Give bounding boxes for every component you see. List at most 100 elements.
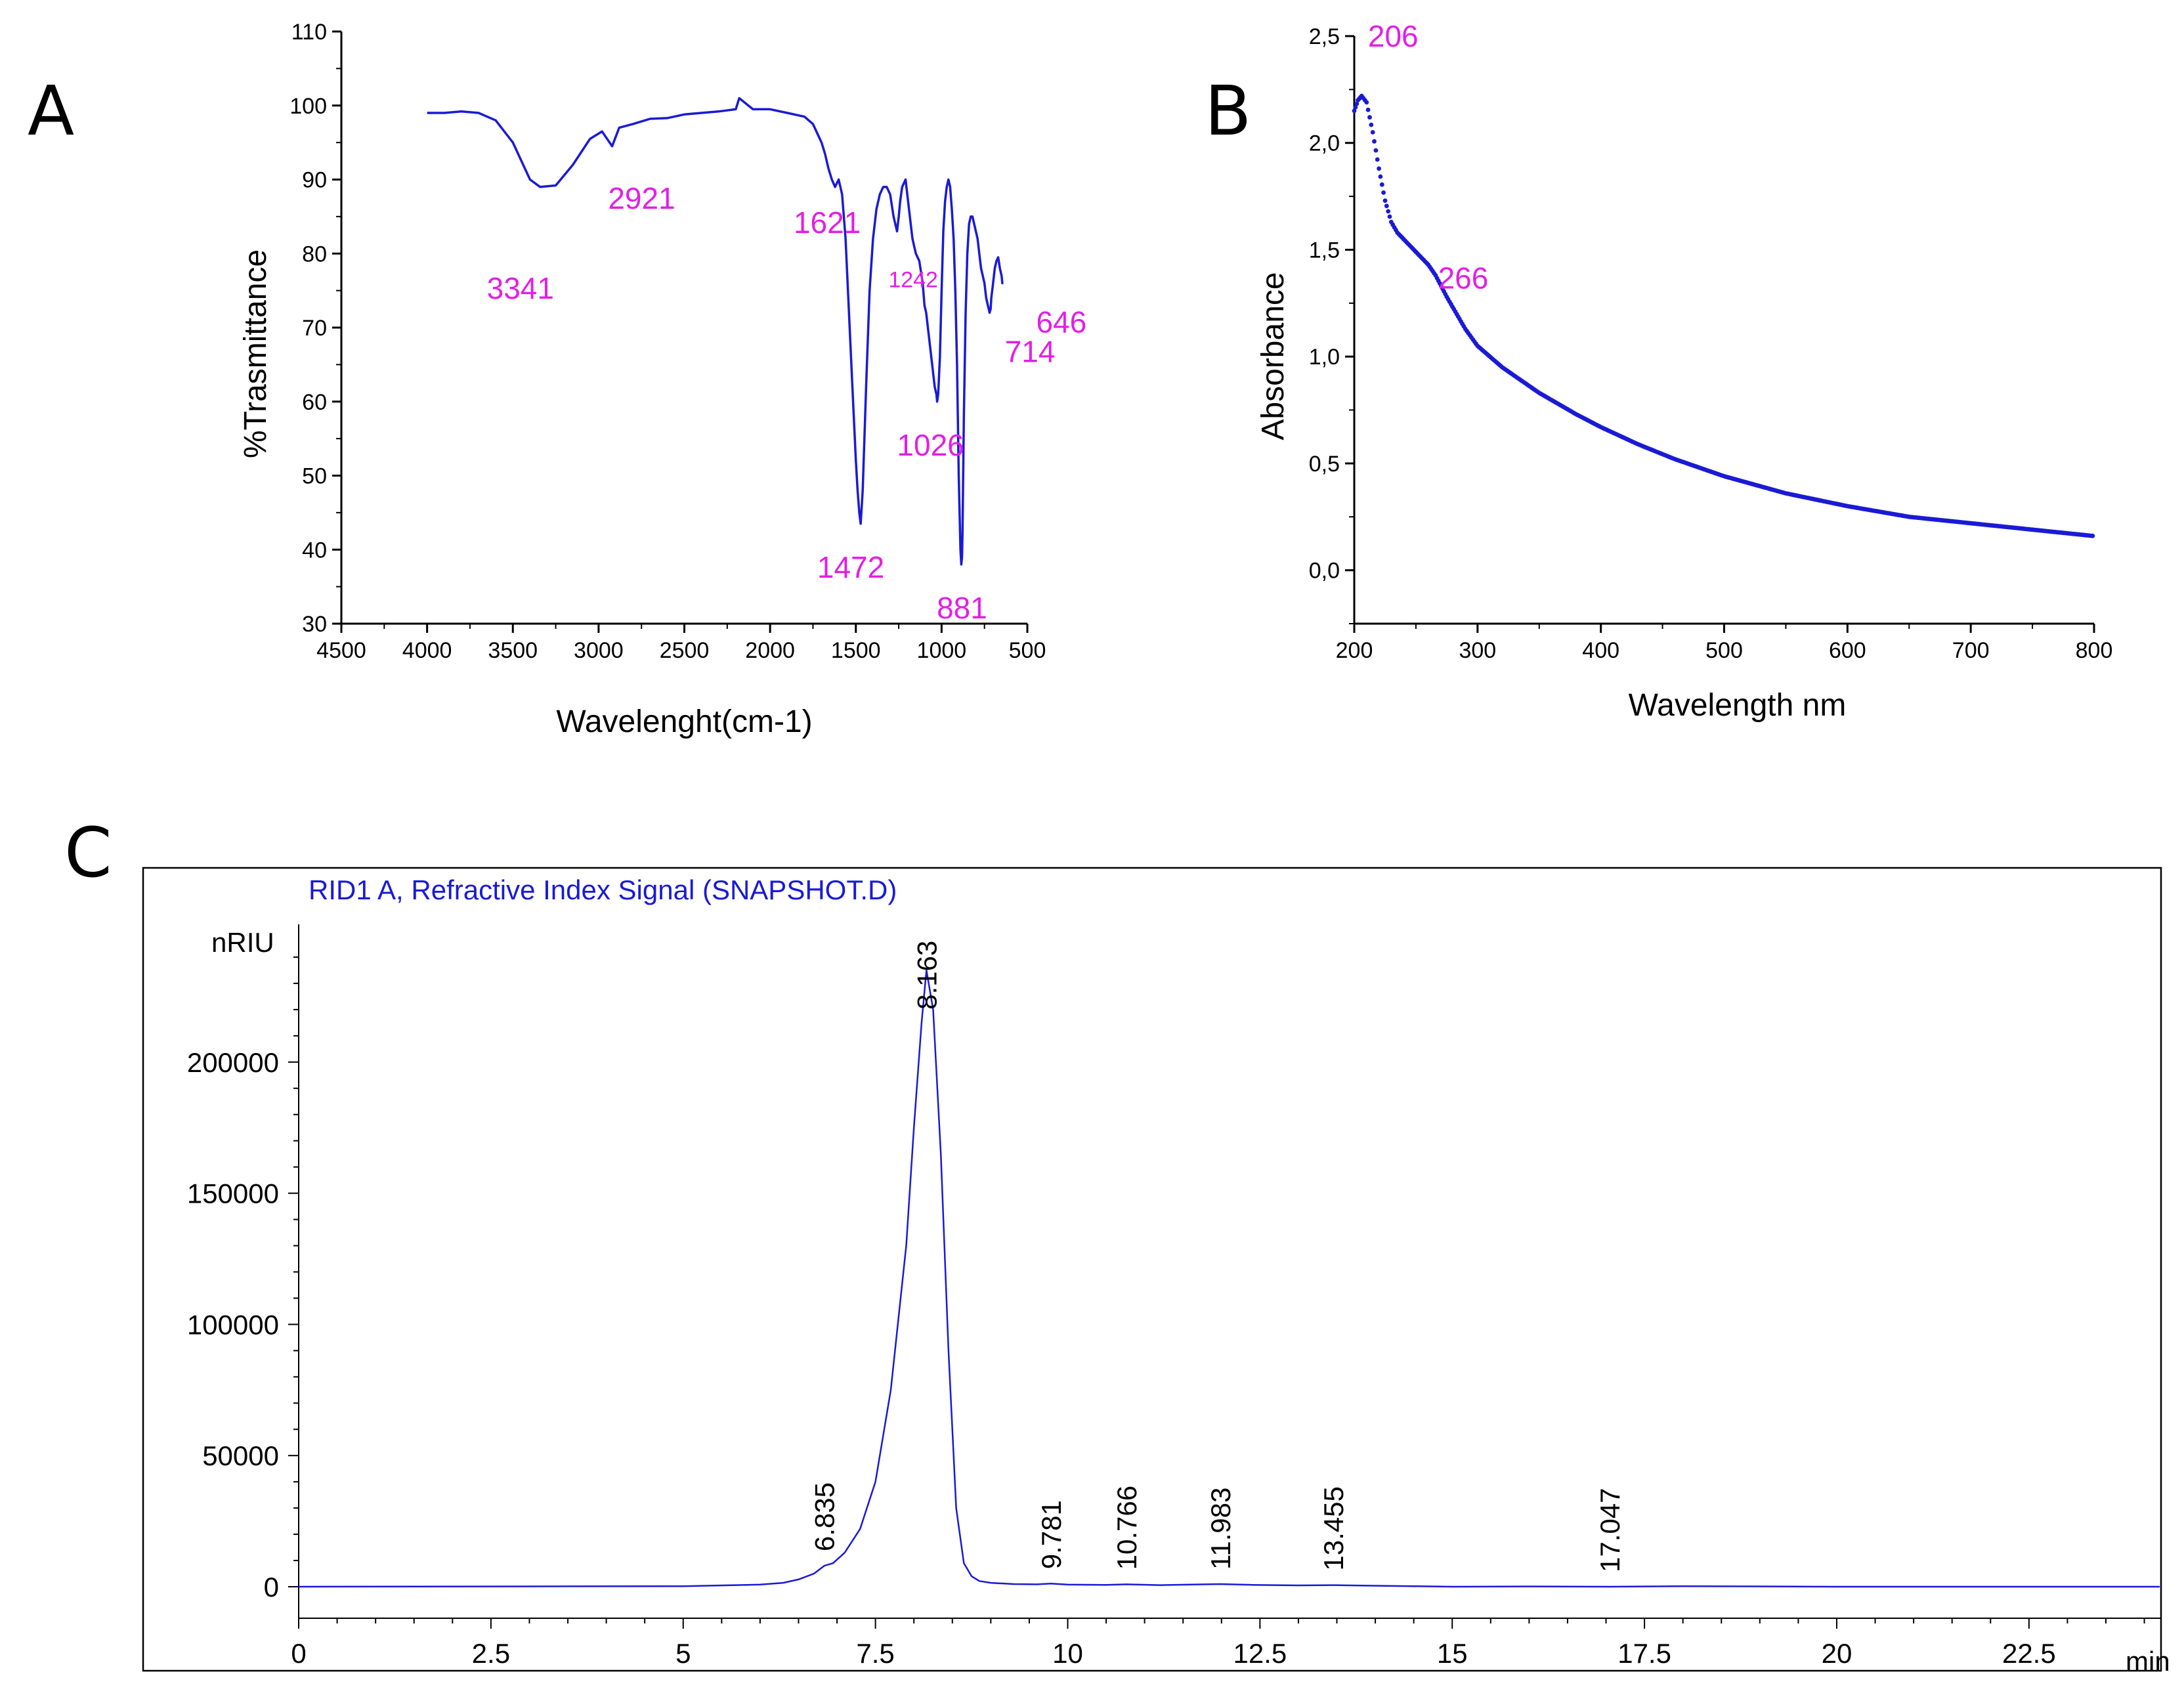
x-tick-label-c: 2.5 — [472, 1638, 510, 1669]
y-tick-label-a: 70 — [302, 316, 327, 341]
x-axis-title-b: Wavelength nm — [1629, 688, 1847, 723]
x-tick-label-b: 700 — [1952, 638, 1990, 663]
y-tick-label-b: 2,0 — [1309, 131, 1340, 156]
uv-vis-point — [1365, 107, 1371, 112]
uv-vis-point — [1386, 209, 1391, 214]
retention-time-label-13-455: 13.455 — [1318, 1486, 1349, 1570]
retention-time-label-6-835: 6.835 — [809, 1482, 840, 1551]
ftir-spectrum-line — [427, 97, 1004, 566]
peak-label-a-714: 714 — [1005, 334, 1056, 368]
retention-time-label-17-047: 17.047 — [1595, 1488, 1625, 1572]
uv-vis-point — [2090, 533, 2095, 538]
uv-vis-point — [1382, 198, 1388, 203]
uv-vis-point — [1384, 204, 1389, 209]
y-tick-label-a: 80 — [302, 242, 327, 267]
peak-label-a-1621: 1621 — [794, 205, 861, 240]
x-tick-label-c: 0 — [291, 1638, 306, 1669]
x-tick-label-a: 3500 — [488, 638, 538, 663]
y-axis-unit-c: nRIU — [211, 927, 274, 958]
uv-vis-point — [1373, 148, 1379, 153]
x-tick-label-a: 4500 — [316, 638, 366, 663]
uv-vis-point — [1370, 130, 1375, 135]
x-tick-label-b: 600 — [1829, 638, 1866, 663]
x-tick-label-c: 15 — [1437, 1638, 1468, 1669]
x-tick-label-b: 500 — [1705, 638, 1743, 663]
x-tick-label-a: 2500 — [660, 638, 710, 663]
y-tick-label-b: 0,0 — [1309, 559, 1340, 584]
y-tick-label-c: 150000 — [187, 1178, 279, 1209]
y-tick-label-a: 40 — [302, 538, 327, 563]
x-tick-label-a: 3000 — [574, 638, 624, 663]
x-tick-label-b: 800 — [2076, 638, 2113, 663]
x-tick-label-a: 1000 — [917, 638, 967, 663]
x-tick-label-c: 22.5 — [2002, 1638, 2056, 1669]
x-tick-label-a: 500 — [1009, 638, 1046, 663]
y-tick-label-a: 60 — [302, 390, 327, 415]
uv-vis-point — [1381, 190, 1386, 195]
retention-time-label-9-781: 9.781 — [1036, 1500, 1067, 1569]
x-tick-label-a: 1500 — [831, 638, 881, 663]
y-tick-label-b: 0,5 — [1309, 452, 1340, 477]
y-tick-label-a: 90 — [302, 168, 327, 193]
y-tick-label-c: 50000 — [202, 1440, 279, 1471]
uv-vis-point — [1353, 105, 1358, 110]
y-tick-label-a: 50 — [302, 464, 327, 489]
peak-label-b-206: 206 — [1368, 19, 1419, 53]
x-axis-title-a: Wavelenght(cm-1) — [556, 704, 812, 739]
uv-vis-point — [1372, 139, 1377, 144]
x-tick-label-c: 5 — [675, 1638, 691, 1669]
x-tick-label-c: 10 — [1052, 1638, 1083, 1669]
x-tick-label-b: 400 — [1582, 638, 1619, 663]
panel-c: C RID1 A, Refractive Index Signal (SNAPSH… — [64, 813, 2170, 1677]
peak-label-b-266: 266 — [1438, 261, 1489, 295]
panel-letter-a: A — [28, 71, 74, 151]
peak-label-a-2921: 2921 — [608, 181, 675, 215]
uv-vis-point — [1387, 214, 1392, 219]
peak-label-a-1242: 1242 — [888, 267, 938, 292]
retention-time-label-10-766: 10.766 — [1111, 1486, 1142, 1570]
y-tick-label-b: 1,5 — [1309, 238, 1340, 263]
panel-letter-c: C — [64, 813, 112, 893]
panel-a: A 4500 4000 3500 3000 2500 2000 1500 1000 500 30 40… — [28, 20, 1086, 739]
x-tick-label-b: 300 — [1459, 638, 1496, 663]
x-tick-label-c: 17.5 — [1617, 1638, 1671, 1669]
uv-vis-point — [1375, 157, 1380, 162]
retention-time-label-8-163: 8.163 — [911, 941, 942, 1010]
x-tick-label-a: 2000 — [745, 638, 795, 663]
uv-vis-point — [1379, 182, 1384, 187]
peak-label-a-646: 646 — [1036, 305, 1086, 339]
uv-vis-point — [1378, 174, 1383, 179]
y-tick-label-a: 30 — [302, 612, 327, 637]
x-tick-label-c: 7.5 — [856, 1638, 894, 1669]
uv-vis-point — [1367, 115, 1372, 120]
retention-time-label-11-983: 11.983 — [1205, 1488, 1236, 1570]
panel-letter-b: B — [1205, 71, 1251, 151]
rid-signal-line — [298, 969, 2160, 1588]
x-tick-label-c: 20 — [1822, 1638, 1852, 1669]
chromatogram-frame — [142, 867, 2162, 1672]
peak-label-a-1026: 1026 — [897, 428, 964, 462]
x-tick-label-c: 12.5 — [1233, 1638, 1287, 1669]
y-tick-label-b: 2,5 — [1309, 24, 1340, 49]
uv-vis-curve — [1352, 93, 2095, 538]
panel-b: B 200 300 400 500 600 700 800 0,0 0,5 1,0 1,5 2,0 2,5… — [1205, 19, 2112, 723]
y-tick-label-c: 100000 — [187, 1309, 279, 1340]
peak-label-a-1472: 1472 — [817, 550, 884, 584]
y-axis-title-b: Absorbance — [1256, 272, 1291, 440]
y-axis-title-a: %Trasmittance — [238, 249, 273, 458]
x-tick-label-b: 200 — [1336, 638, 1373, 663]
y-tick-label-c: 0 — [264, 1572, 279, 1602]
y-tick-label-a: 100 — [289, 94, 327, 119]
x-axis-unit-c: min — [2126, 1646, 2170, 1677]
y-tick-label-b: 1,0 — [1309, 345, 1340, 370]
chromatogram-title: RID1 A, Refractive Index Signal (SNAPSHO… — [309, 874, 897, 905]
uv-vis-point — [1369, 122, 1374, 127]
uv-vis-point — [1352, 108, 1357, 114]
uv-vis-point — [1377, 166, 1382, 171]
uv-vis-point — [1354, 101, 1360, 106]
x-tick-label-a: 4000 — [402, 638, 452, 663]
peak-label-a-3341: 3341 — [487, 271, 554, 305]
y-tick-label-c: 200000 — [187, 1047, 279, 1078]
peak-label-a-881: 881 — [937, 591, 987, 625]
